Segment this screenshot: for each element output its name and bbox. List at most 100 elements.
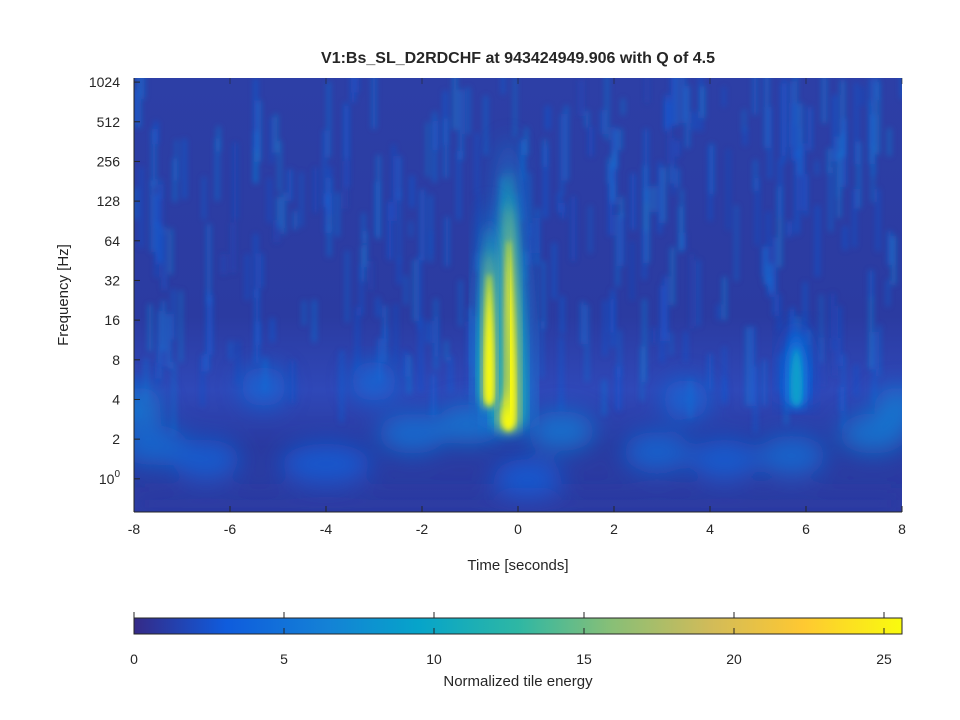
noise-streak bbox=[521, 138, 525, 180]
noise-streak bbox=[448, 356, 453, 393]
y-tick-label: 2 bbox=[112, 431, 120, 447]
x-tick-label: 0 bbox=[514, 521, 522, 537]
noise-streak bbox=[764, 78, 769, 149]
y-tick-label: 8 bbox=[112, 352, 120, 368]
noise-streak bbox=[313, 167, 318, 213]
noise-streak bbox=[231, 222, 235, 273]
noise-streak bbox=[723, 346, 726, 405]
noise-streak bbox=[807, 107, 812, 151]
noise-streak bbox=[458, 89, 464, 160]
noise-streak bbox=[466, 87, 470, 135]
noise-streak bbox=[206, 289, 210, 371]
noise-streak bbox=[761, 246, 766, 277]
noise-streak bbox=[158, 310, 162, 379]
noise-streak bbox=[426, 321, 431, 344]
noise-streak bbox=[891, 235, 896, 285]
noise-streak bbox=[419, 189, 425, 261]
noise-streak bbox=[786, 221, 792, 237]
noise-streak bbox=[467, 321, 472, 395]
noise-streak bbox=[475, 253, 480, 272]
noise-streak bbox=[418, 256, 422, 330]
noise-streak bbox=[768, 106, 772, 179]
noise-streak bbox=[707, 354, 713, 390]
noise-streak bbox=[175, 139, 178, 181]
colorbar-tick-label: 25 bbox=[876, 651, 892, 667]
noise-streak bbox=[726, 148, 730, 231]
noise-streak bbox=[672, 138, 675, 196]
noise-streak bbox=[900, 78, 902, 99]
x-tick-label: 8 bbox=[898, 521, 906, 537]
noise-streak bbox=[513, 78, 517, 137]
noise-streak bbox=[426, 122, 429, 177]
noise-streak bbox=[404, 275, 408, 305]
noise-streak bbox=[684, 331, 688, 362]
noise-streak bbox=[287, 169, 293, 202]
noise-streak bbox=[431, 374, 436, 417]
noise-streak bbox=[795, 150, 800, 234]
noise-streak bbox=[876, 188, 880, 252]
noise-streak bbox=[602, 379, 607, 416]
noise-streak bbox=[853, 188, 857, 248]
noise-streak bbox=[645, 78, 649, 103]
noise-streak bbox=[257, 100, 262, 162]
noise-streak bbox=[680, 189, 684, 250]
noise-streak bbox=[208, 294, 213, 355]
noise-streak bbox=[754, 366, 757, 433]
low-frequency-blob bbox=[378, 413, 447, 454]
x-tick-label: 2 bbox=[610, 521, 618, 537]
noise-streak bbox=[216, 126, 221, 152]
noise-streak bbox=[661, 167, 666, 223]
noise-streak bbox=[278, 140, 282, 192]
noise-streak bbox=[743, 127, 747, 146]
noise-streak bbox=[668, 101, 671, 164]
noise-streak bbox=[610, 182, 614, 201]
noise-streak bbox=[392, 144, 396, 221]
noise-streak bbox=[541, 261, 546, 329]
noise-streak bbox=[621, 98, 625, 116]
noise-streak bbox=[842, 118, 847, 187]
x-axis-label: Time [seconds] bbox=[467, 557, 568, 574]
glitch-2 bbox=[472, 204, 507, 407]
noise-streak bbox=[832, 94, 837, 162]
noise-streak bbox=[281, 192, 286, 235]
noise-streak bbox=[797, 126, 801, 157]
noise-streak bbox=[674, 78, 679, 126]
noise-streak bbox=[735, 205, 738, 282]
noise-streak bbox=[419, 317, 423, 393]
noise-streak bbox=[409, 175, 414, 208]
noise-streak bbox=[854, 82, 858, 165]
noise-streak bbox=[620, 212, 625, 267]
noise-streak bbox=[871, 145, 875, 203]
noise-streak bbox=[253, 78, 258, 151]
noise-streak bbox=[270, 318, 275, 342]
noise-streak bbox=[274, 114, 278, 153]
noise-streak bbox=[681, 78, 686, 124]
noise-streak bbox=[745, 326, 750, 406]
noise-streak bbox=[601, 109, 605, 135]
noise-streak bbox=[605, 78, 609, 141]
x-tick-label: -6 bbox=[224, 521, 237, 537]
noise-streak bbox=[762, 359, 767, 406]
noise-streak bbox=[302, 300, 306, 326]
low-frequency-blob bbox=[172, 439, 240, 480]
noise-streak bbox=[339, 350, 344, 423]
noise-streak bbox=[179, 290, 183, 363]
noise-streak bbox=[396, 156, 402, 201]
noise-streak bbox=[134, 188, 138, 220]
noise-streak bbox=[150, 180, 155, 253]
noise-streak bbox=[875, 81, 880, 155]
colorbar-tick-label: 5 bbox=[280, 651, 288, 667]
noise-streak bbox=[253, 131, 258, 184]
noise-streak bbox=[203, 353, 208, 372]
noise-streak bbox=[171, 289, 175, 340]
noise-streak bbox=[792, 102, 797, 162]
x-tick-label: -4 bbox=[320, 521, 333, 537]
noise-streak bbox=[394, 304, 398, 364]
noise-streak bbox=[560, 114, 564, 196]
noise-streak bbox=[328, 166, 332, 216]
noise-streak bbox=[173, 158, 177, 203]
chart-title: V1:Bs_SL_D2RDCHF at 943424949.906 with Q… bbox=[321, 50, 715, 67]
noise-streak bbox=[836, 136, 840, 198]
noise-streak bbox=[778, 159, 782, 218]
noise-streak bbox=[158, 184, 163, 265]
